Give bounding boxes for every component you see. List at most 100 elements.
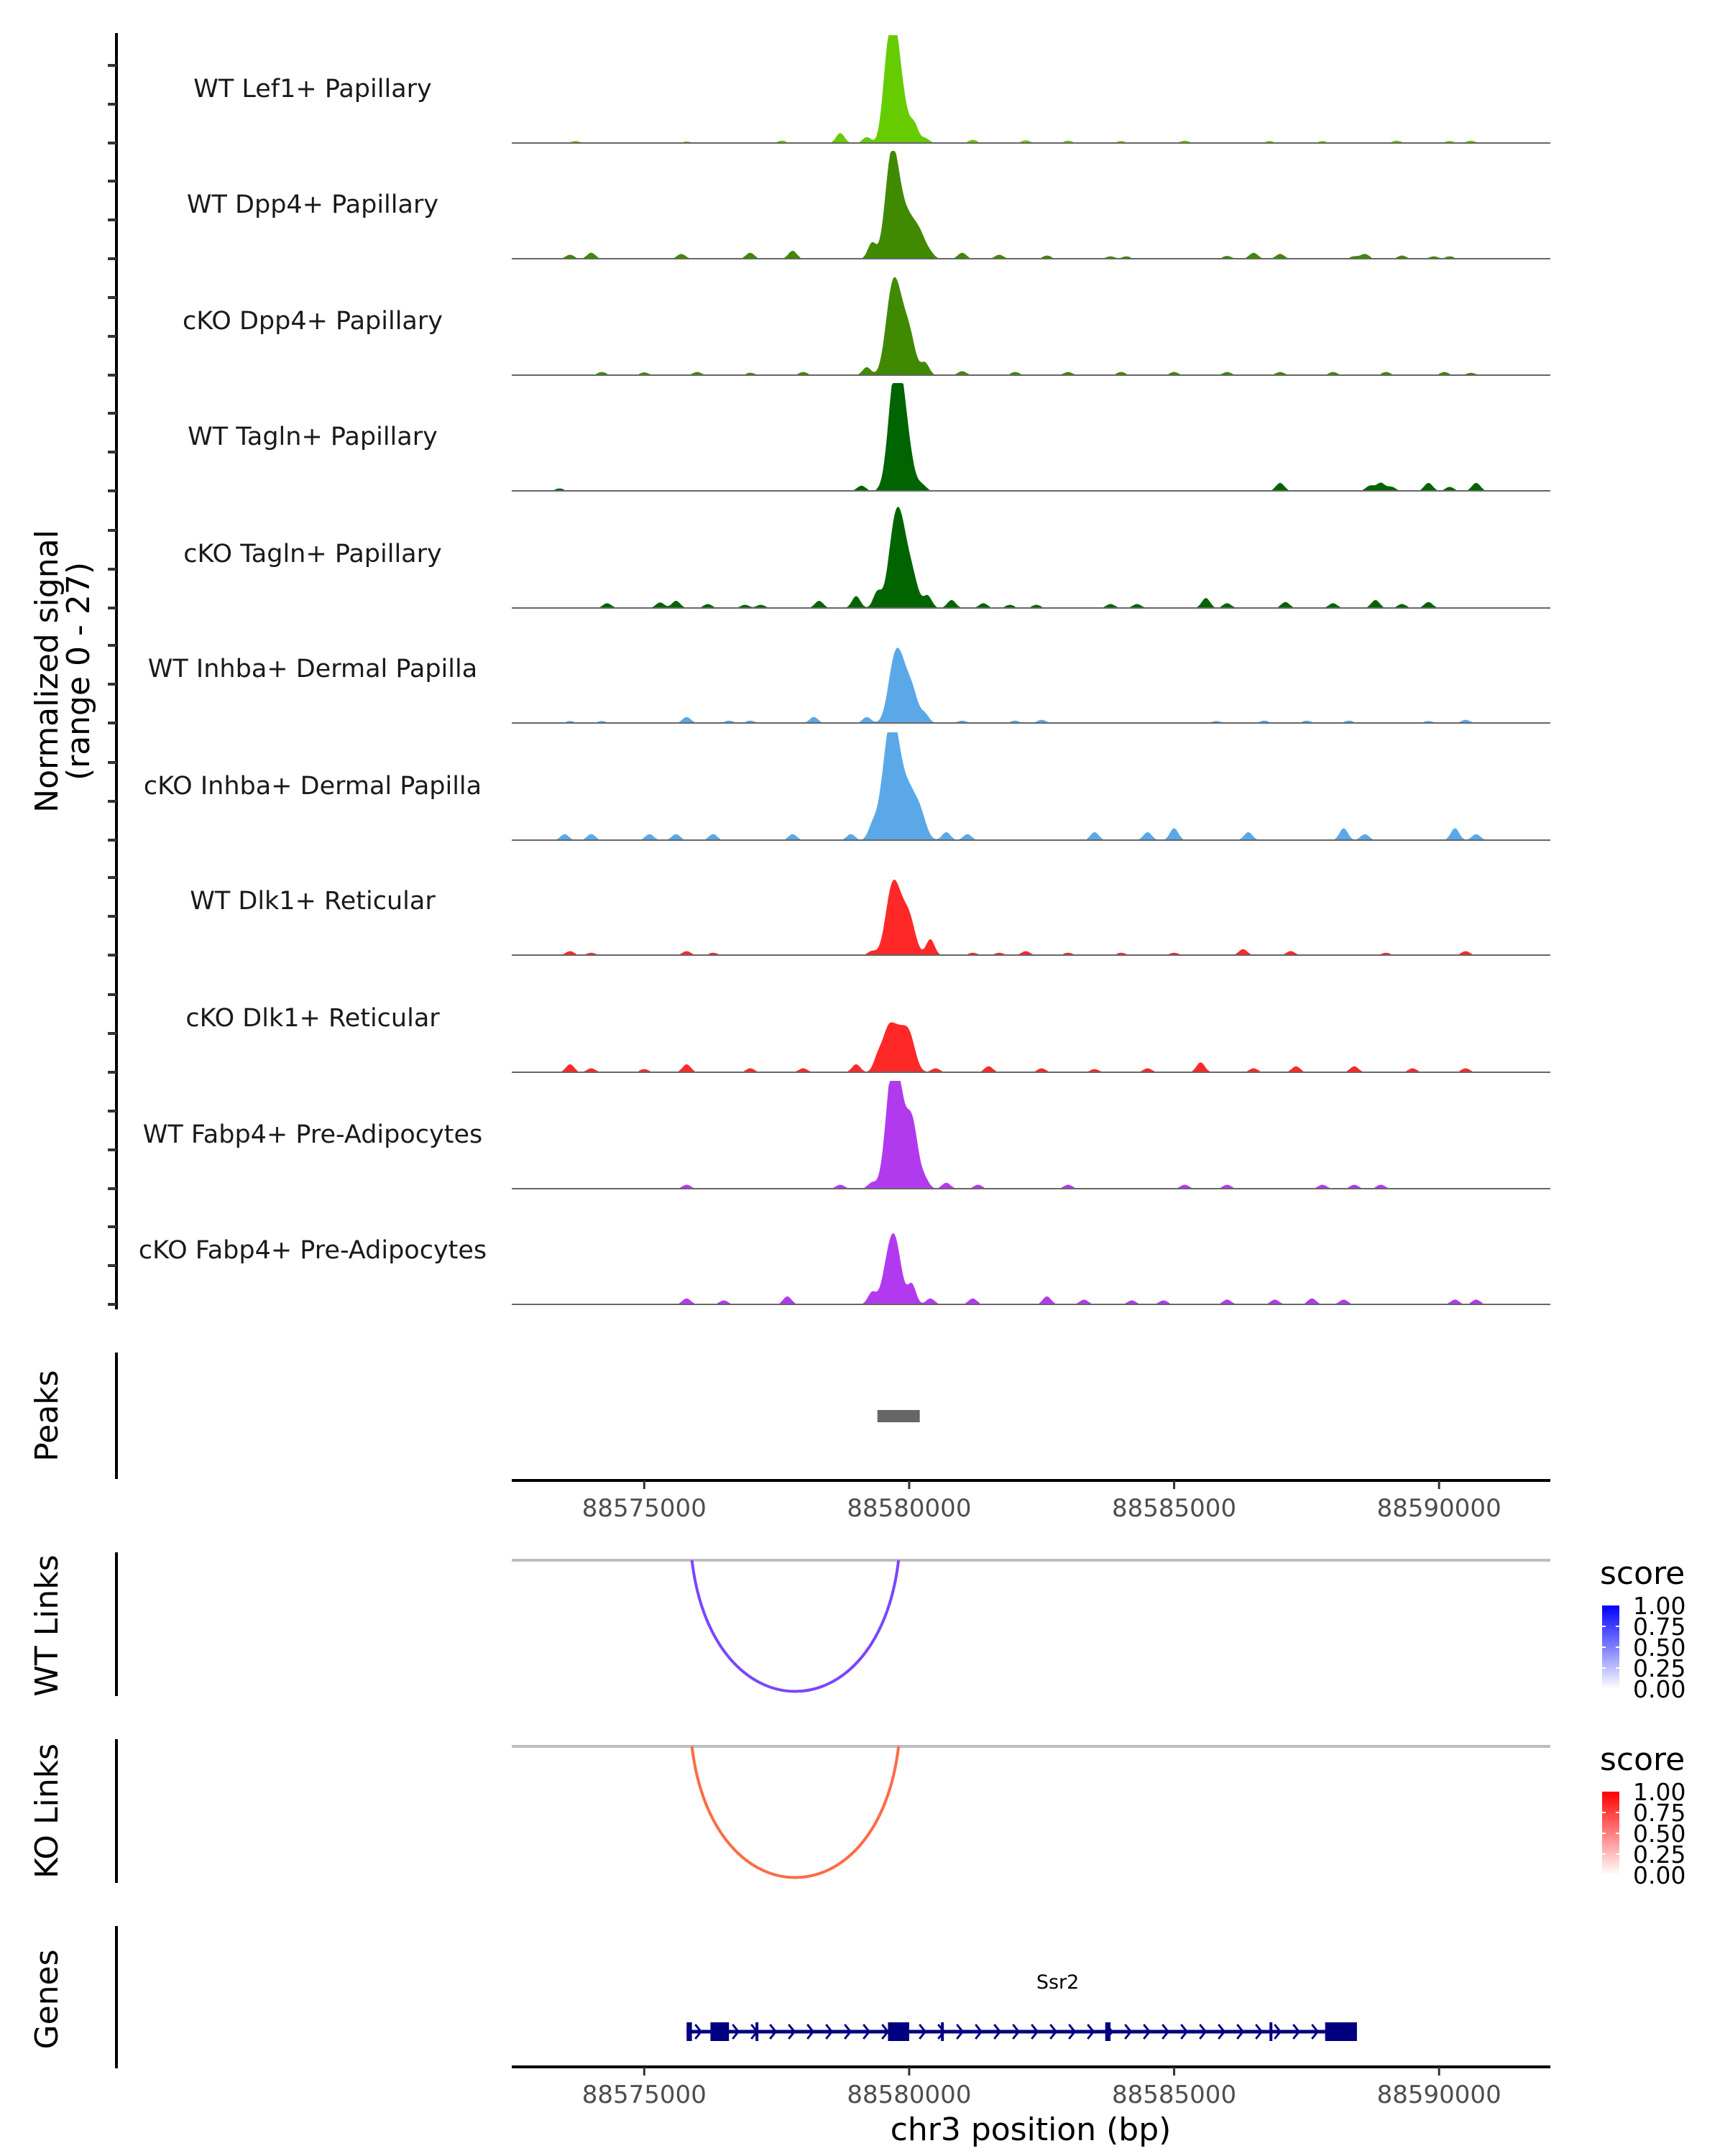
- legend-tick-label: 0.00: [1633, 1861, 1685, 1889]
- coverage-area: [512, 1081, 1550, 1189]
- coverage-area: [512, 732, 1550, 840]
- strand-arrow-icon: [1311, 2024, 1320, 2040]
- gene-name: Ssr2: [1036, 1971, 1079, 1994]
- strand-arrow-icon: [1218, 2024, 1226, 2040]
- legend-tick-label: 0.50: [1633, 1634, 1685, 1662]
- track-label: cKO Tagln+ Papillary: [183, 540, 442, 568]
- strand-arrow-icon: [769, 2024, 778, 2040]
- exon: [1269, 2022, 1273, 2041]
- exon: [1325, 2022, 1357, 2041]
- coverage-y-ticks: [108, 64, 116, 1306]
- exon: [755, 2022, 759, 2041]
- coverage-area: [512, 648, 1550, 723]
- link-arc: [690, 1746, 901, 1879]
- coverage-track: cKO Fabp4+ Pre-Adipocytes: [139, 1233, 1550, 1305]
- strand-arrow-icon: [1274, 2024, 1282, 2040]
- peaks-label: Peaks: [29, 1370, 65, 1461]
- link-arc: [690, 1560, 901, 1693]
- coverage-area: [512, 151, 1550, 259]
- track-label: WT Tagln+ Papillary: [188, 423, 438, 451]
- legend-tick-label: 0.00: [1633, 1675, 1685, 1703]
- gene: Ssr2: [686, 1971, 1357, 2041]
- x-tick-label: 88575000: [582, 1494, 707, 1523]
- coverage-track: WT Tagln+ Papillary: [188, 383, 1550, 492]
- strand-arrow-icon: [862, 2024, 871, 2040]
- strand-arrow-icon: [881, 2024, 890, 2040]
- legend-tick-label: 0.75: [1633, 1799, 1685, 1827]
- wt-links-label: WT Links: [29, 1554, 65, 1696]
- legend-tick-label: 0.75: [1633, 1613, 1685, 1641]
- legend-tick-label: 1.00: [1633, 1778, 1685, 1806]
- coverage-track: WT Fabp4+ Pre-Adipocytes: [143, 1081, 1550, 1189]
- x-tick-label: 88585000: [1112, 1494, 1236, 1523]
- strand-arrow-icon: [694, 2024, 703, 2040]
- strand-arrow-icon: [1049, 2024, 1058, 2040]
- legend-tick-label: 0.25: [1633, 1841, 1685, 1869]
- x-tick-label: 88575000: [582, 2081, 707, 2109]
- track-label: WT Dpp4+ Papillary: [187, 190, 438, 219]
- strand-arrow-icon: [825, 2024, 834, 2040]
- strand-arrow-icon: [1236, 2024, 1245, 2040]
- exon: [941, 2022, 944, 2041]
- strand-arrow-icon: [1124, 2024, 1133, 2040]
- coverage-track: cKO Dpp4+ Papillary: [183, 277, 1550, 376]
- exon: [888, 2022, 909, 2041]
- strand-arrow-icon: [788, 2024, 796, 2040]
- track-label: cKO Dlk1+ Reticular: [185, 1004, 440, 1033]
- x-tick-label: 88590000: [1377, 2081, 1501, 2109]
- strand-arrow-icon: [1087, 2024, 1095, 2040]
- coverage-area: [512, 1233, 1550, 1304]
- x-axis-title: chr3 position (bp): [891, 2111, 1172, 2148]
- coverage-track: WT Dlk1+ Reticular: [190, 879, 1550, 956]
- legend-tick-label: 0.25: [1633, 1654, 1685, 1682]
- track-label: cKO Fabp4+ Pre-Adipocytes: [139, 1236, 487, 1265]
- legend-title: score: [1600, 1555, 1685, 1592]
- exon: [710, 2022, 730, 2041]
- coverage-area: [512, 879, 1550, 955]
- peak-regions: [877, 1410, 920, 1422]
- coverage-area: [512, 277, 1550, 375]
- strand-arrow-icon: [1255, 2024, 1264, 2040]
- genes-label: Genes: [29, 1949, 65, 2049]
- strand-arrow-icon: [1199, 2024, 1208, 2040]
- strand-arrow-icon: [1012, 2024, 1021, 2040]
- track-label: WT Inhba+ Dermal Papilla: [148, 655, 477, 683]
- coverage-area: [512, 507, 1550, 608]
- x-axis-ticks-top: 88575000 88580000 88585000 88590000: [582, 1480, 1501, 1523]
- coverage-track: cKO Tagln+ Papillary: [183, 507, 1550, 609]
- coverage-area: [512, 1022, 1550, 1072]
- ko-link-arcs: [690, 1746, 901, 1879]
- track-label: cKO Dpp4+ Papillary: [183, 307, 443, 336]
- strand-arrow-icon: [956, 2024, 965, 2040]
- strand-arrow-icon: [1031, 2024, 1039, 2040]
- strand-arrow-icon: [806, 2024, 815, 2040]
- legend-title: score: [1600, 1741, 1685, 1778]
- strand-arrow-icon: [1162, 2024, 1170, 2040]
- coverage-y-label-line2: (range 0 - 27): [60, 562, 97, 780]
- gene-models: Ssr2: [686, 1971, 1357, 2041]
- track-label: cKO Inhba+ Dermal Papilla: [144, 772, 482, 801]
- wt-link-arcs: [690, 1560, 901, 1693]
- ko-links-label: KO Links: [29, 1743, 65, 1879]
- strand-arrow-icon: [844, 2024, 852, 2040]
- x-tick-label: 88580000: [847, 2081, 971, 2109]
- track-label: WT Lef1+ Papillary: [193, 75, 432, 103]
- strand-arrow-icon: [1292, 2024, 1301, 2040]
- coverage-area: [512, 383, 1550, 491]
- coverage-track: WT Dpp4+ Papillary: [187, 151, 1550, 259]
- coverage-y-label-line1: Normalized signal: [29, 530, 65, 813]
- coverage-area: [512, 35, 1550, 143]
- strand-arrow-icon: [919, 2024, 927, 2040]
- exon: [686, 2022, 692, 2041]
- x-axis-ticks-bottom: 88575000 88580000 88585000 88590000: [582, 2067, 1501, 2109]
- strand-arrow-icon: [1180, 2024, 1189, 2040]
- legend-tick-label: 1.00: [1633, 1592, 1685, 1620]
- x-tick-label: 88585000: [1112, 2081, 1236, 2109]
- track-label: WT Fabp4+ Pre-Adipocytes: [143, 1120, 482, 1149]
- strand-arrow-icon: [732, 2024, 740, 2040]
